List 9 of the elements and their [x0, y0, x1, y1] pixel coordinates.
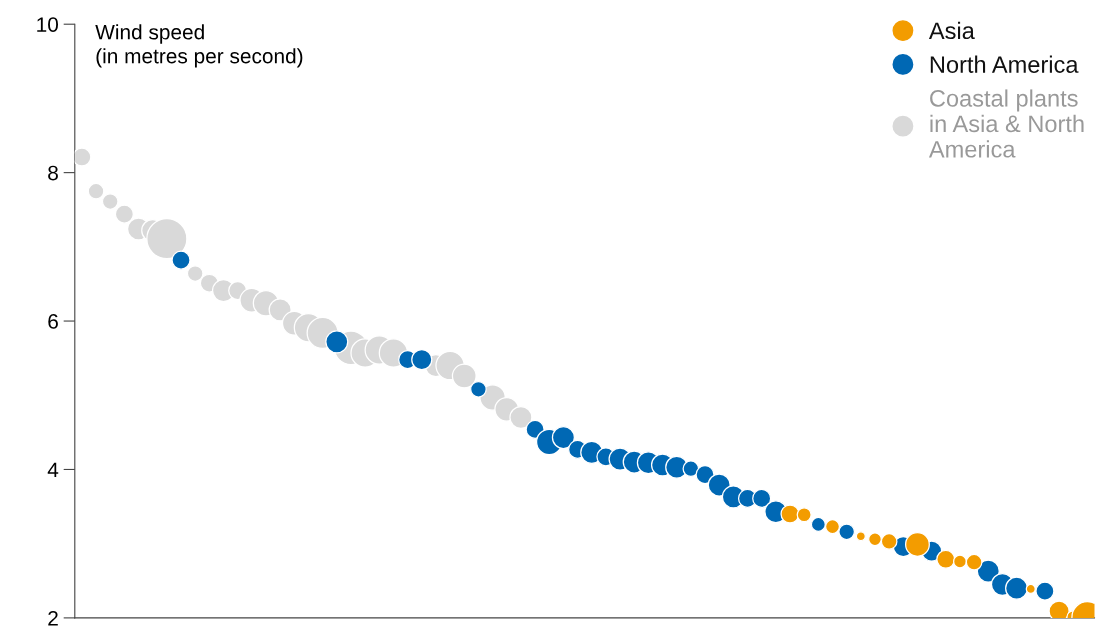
- y-tick-label: 4: [47, 462, 59, 478]
- y-tick-label: 10: [37, 17, 59, 32]
- legend-label: North America: [930, 55, 1079, 73]
- y-tick-label: 6: [48, 314, 58, 329]
- legend-label: Coastal plants in Asia & North America: [928, 89, 1084, 158]
- legend-label: Asia: [928, 21, 975, 40]
- y-axis-title: Wind speed (in metres per second): [95, 24, 303, 68]
- y-tick-label: 2: [48, 610, 58, 626]
- y-tick-label: 8: [48, 165, 58, 181]
